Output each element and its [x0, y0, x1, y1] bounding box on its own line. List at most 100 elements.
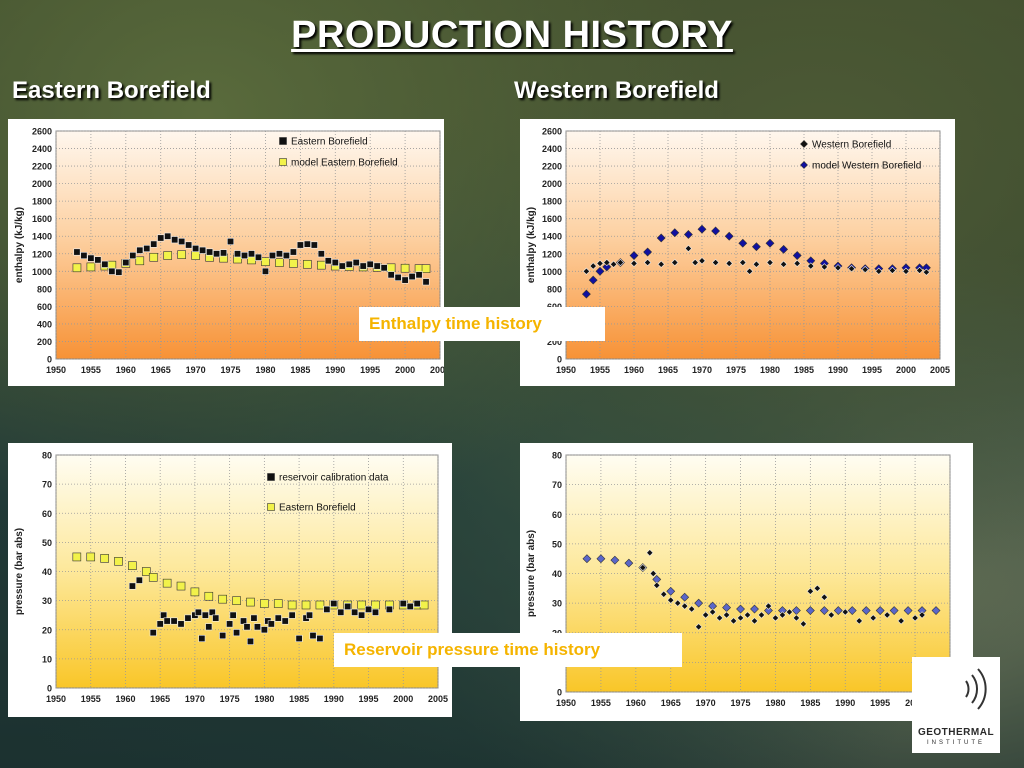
y-tick-label: 0: [557, 355, 562, 365]
x-tick-label: 1985: [800, 698, 820, 708]
data-point: [86, 262, 96, 272]
data-point: [736, 604, 745, 614]
data-point: [80, 252, 88, 260]
data-point: [199, 246, 207, 254]
data-point: [806, 587, 814, 595]
y-tick-label: 40: [42, 567, 52, 577]
y-tick-label: 60: [42, 509, 52, 519]
data-point: [281, 617, 289, 625]
data-point: [171, 236, 179, 244]
data-point: [589, 262, 597, 270]
data-point: [233, 629, 241, 637]
y-tick-label: 600: [37, 302, 52, 312]
data-point: [273, 599, 283, 608]
data-point: [674, 599, 682, 607]
data-point: [282, 252, 290, 260]
x-tick-label: 1950: [556, 365, 576, 375]
data-point: [875, 606, 885, 615]
data-point: [581, 289, 591, 299]
y-tick-label: 400: [37, 319, 52, 329]
data-point: [260, 599, 269, 608]
data-point: [643, 258, 652, 267]
x-tick-label: 1970: [692, 365, 712, 375]
x-tick-label: 1975: [220, 694, 240, 704]
data-point: [260, 626, 268, 634]
x-tick-label: 1970: [696, 698, 716, 708]
y-axis-label: enthalpy (kJ/kg): [526, 207, 537, 283]
legend-marker: [800, 140, 808, 148]
y-tick-label: 10: [42, 654, 52, 664]
data-point: [764, 606, 773, 615]
data-point: [143, 245, 151, 253]
x-tick-label: 1950: [46, 365, 66, 375]
legend-marker: [267, 473, 275, 481]
data-point: [931, 606, 941, 615]
data-point: [148, 573, 158, 582]
x-tick-label: 1970: [186, 365, 206, 375]
data-point: [247, 250, 255, 258]
data-point: [234, 250, 242, 258]
y-tick-label: 2400: [542, 144, 562, 154]
data-point: [240, 617, 248, 625]
data-point: [365, 605, 373, 613]
data-point: [743, 611, 752, 619]
data-point: [722, 611, 731, 619]
y-tick-label: 30: [552, 599, 562, 609]
data-point: [861, 265, 869, 274]
data-point: [422, 278, 430, 286]
data-point: [671, 258, 679, 267]
y-tick-label: 50: [552, 539, 562, 549]
data-point: [254, 253, 262, 261]
y-tick-label: 2600: [32, 127, 52, 137]
x-tick-label: 1950: [46, 694, 66, 704]
data-point: [250, 614, 258, 622]
data-point: [204, 591, 214, 601]
data-point: [190, 587, 200, 597]
y-axis-label: pressure (bar abs): [526, 530, 537, 617]
data-point: [408, 273, 416, 281]
data-point: [841, 608, 849, 616]
chart-east-enthalpy: 0 200 400 600 800 1000 1200 1400 1600 1800 2000 220…: [8, 119, 444, 386]
data-point: [394, 273, 402, 281]
data-point: [684, 244, 693, 253]
data-point: [268, 252, 276, 260]
data-point: [163, 251, 173, 260]
data-point: [698, 257, 706, 265]
data-point: [162, 578, 172, 588]
data-point: [315, 600, 325, 610]
data-point: [317, 260, 326, 270]
legend-label: Eastern Borefield: [291, 137, 368, 148]
data-point: [903, 606, 913, 615]
data-point: [386, 263, 396, 273]
y-tick-label: 1000: [32, 267, 52, 277]
data-point: [582, 554, 592, 564]
data-point: [819, 606, 829, 615]
data-point: [219, 632, 227, 640]
x-tick-label: 1960: [624, 365, 644, 375]
data-point: [596, 554, 606, 564]
x-tick-label: 2005: [428, 694, 448, 704]
chart-west-pressure: 0102030405060708019501955196019651970197…: [520, 443, 973, 721]
series-1: [72, 250, 431, 273]
data-point: [114, 557, 123, 566]
legend-label: model Eastern Borefield: [291, 158, 398, 169]
data-point: [358, 611, 366, 619]
data-point: [387, 271, 395, 279]
data-point: [399, 600, 407, 608]
x-tick-label: 1975: [221, 365, 241, 375]
data-point: [724, 231, 734, 241]
data-point: [711, 258, 720, 267]
legend-label: Western Borefield: [812, 140, 891, 151]
data-point: [643, 247, 653, 257]
y-tick-label: 200: [37, 337, 52, 347]
data-point: [73, 248, 81, 256]
data-point: [681, 602, 689, 610]
data-point: [766, 258, 774, 267]
data-point: [646, 549, 654, 557]
data-point: [419, 600, 429, 610]
series-0: [73, 232, 430, 286]
plot-area: [565, 130, 941, 360]
series-0: [582, 244, 931, 276]
data-point: [198, 634, 206, 642]
x-tick-label: 1995: [870, 698, 890, 708]
